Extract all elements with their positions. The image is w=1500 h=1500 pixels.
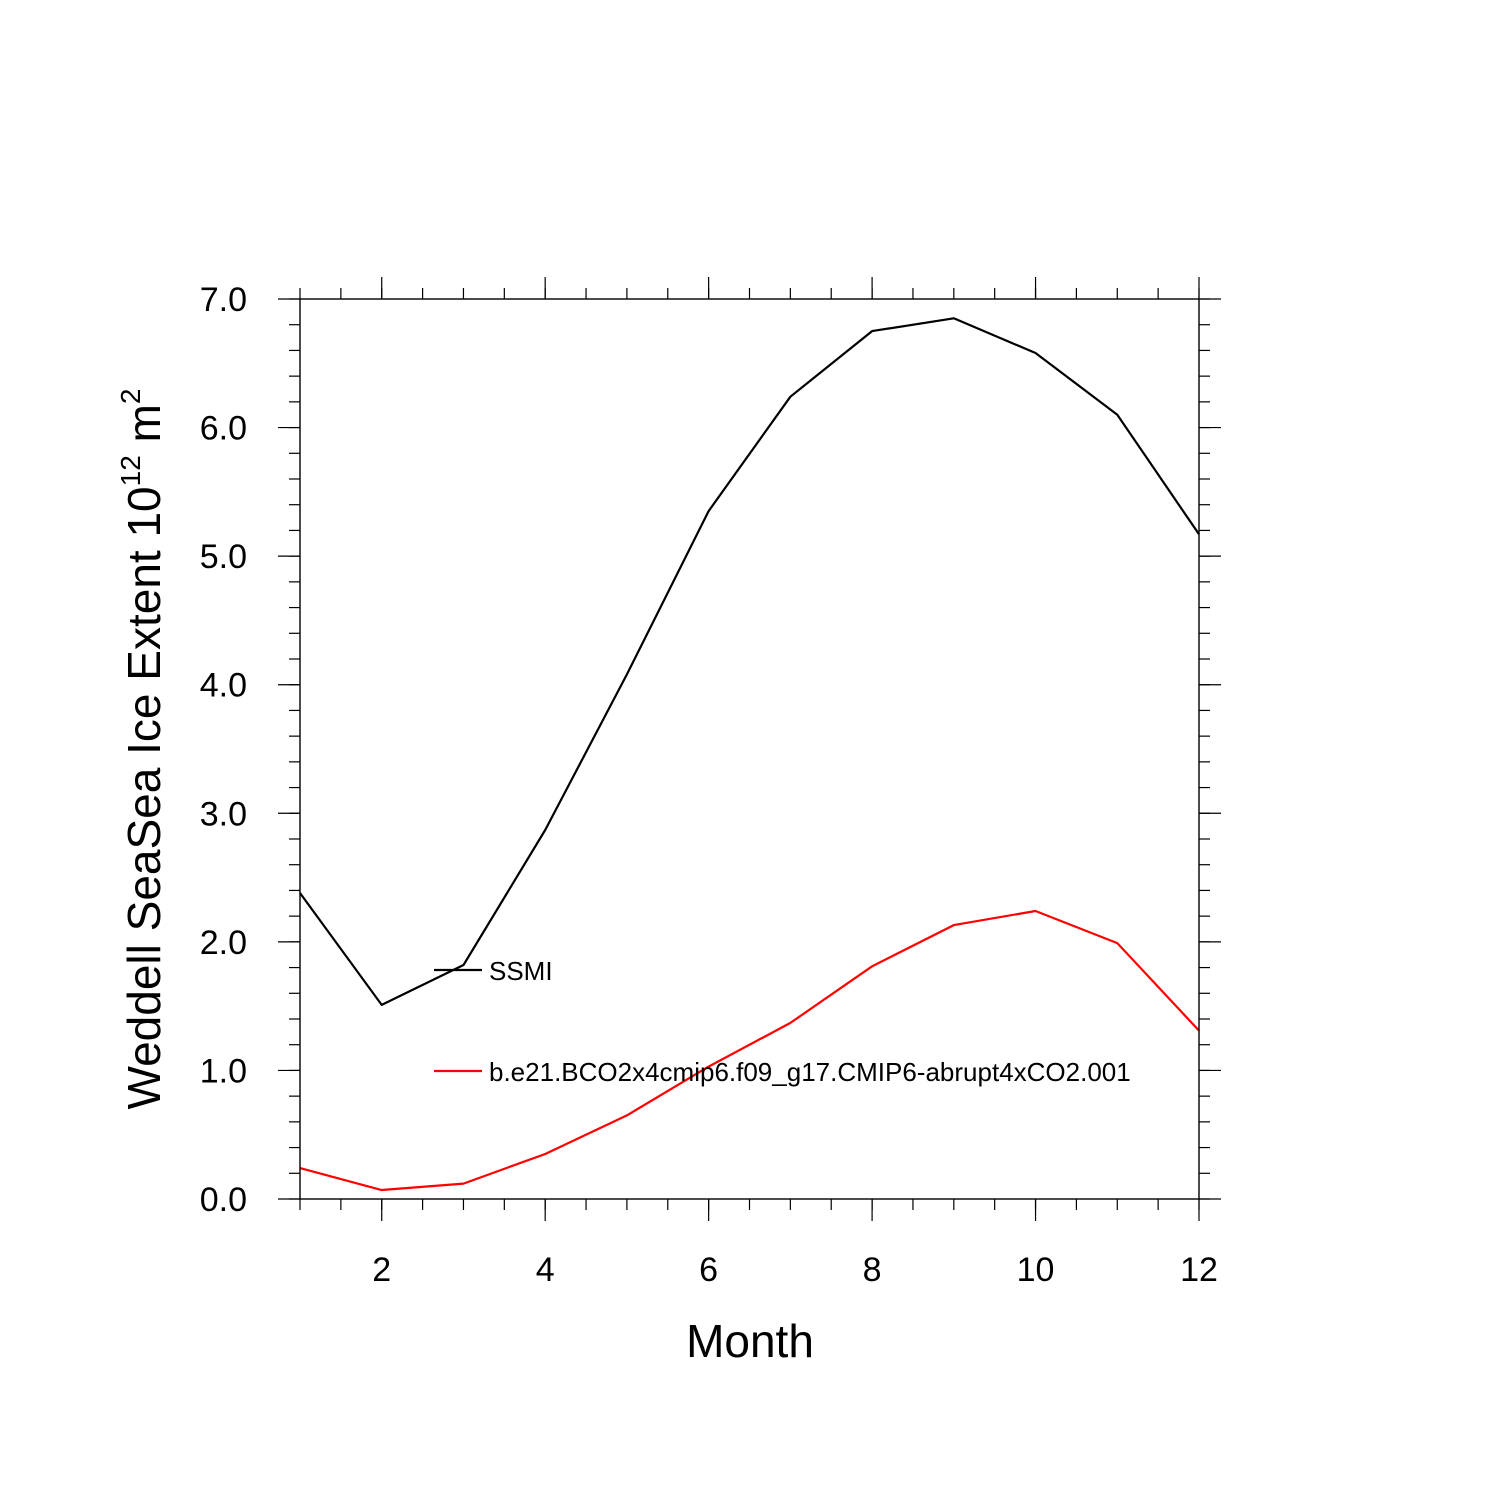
y-tick-label: 0.0 — [200, 1181, 247, 1219]
y-axis-title-exponent: 12 — [115, 455, 146, 486]
x-tick-label: 2 — [372, 1251, 391, 1289]
legend: SSMI b.e21.BCO2x4cmip6.f09_g17.CMIP6-abru… — [434, 956, 1131, 1087]
y-tick-label: 1.0 — [200, 1052, 247, 1090]
y-tick-label: 4.0 — [200, 667, 247, 705]
y-tick-label: 3.0 — [200, 795, 247, 833]
y-axis-title-unit: m — [118, 404, 170, 455]
y-axis-title: Weddell SeaSea Ice Extent 1012 m2 — [115, 389, 170, 1110]
x-tick-label: 8 — [863, 1251, 882, 1289]
y-tick-label: 5.0 — [200, 538, 247, 576]
series-lines — [299, 317, 1200, 1192]
legend-label: SSMI — [489, 956, 553, 986]
tick-labels: 2 4 6 8 10 12 0.0 1.0 2.0 3.0 4.0 5.0 6.0 7.0 — [200, 281, 1218, 1289]
x-tick-label: 4 — [536, 1251, 555, 1289]
x-tick-label: 6 — [699, 1251, 718, 1289]
y-tick-label: 2.0 — [200, 924, 247, 962]
legend-label: b.e21.BCO2x4cmip6.f09_g17.CMIP6-abrupt4x… — [489, 1057, 1131, 1087]
x-tick-label: 10 — [1017, 1251, 1055, 1289]
x-axis-title: Month — [686, 1315, 814, 1367]
axis-ticks — [278, 277, 1221, 1221]
y-axis-title-unit-exponent: 2 — [115, 389, 146, 405]
x-tick-label: 12 — [1180, 1251, 1218, 1289]
y-axis-title-prefix: Weddell SeaSea Ice Extent 10 — [118, 486, 170, 1109]
y-tick-label: 7.0 — [200, 281, 247, 319]
y-tick-label: 6.0 — [200, 410, 247, 448]
series-line-2 — [299, 909, 1200, 1192]
series-line-1 — [299, 317, 1200, 1007]
plot-frame — [299, 298, 1200, 1200]
